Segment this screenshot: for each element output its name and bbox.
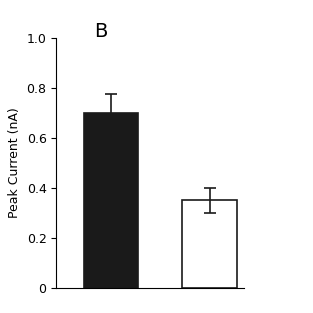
Y-axis label: Peak Current (nA): Peak Current (nA) [8, 107, 21, 218]
Bar [84, 113, 138, 288]
Bar [182, 200, 237, 288]
Text: B: B [94, 22, 107, 41]
